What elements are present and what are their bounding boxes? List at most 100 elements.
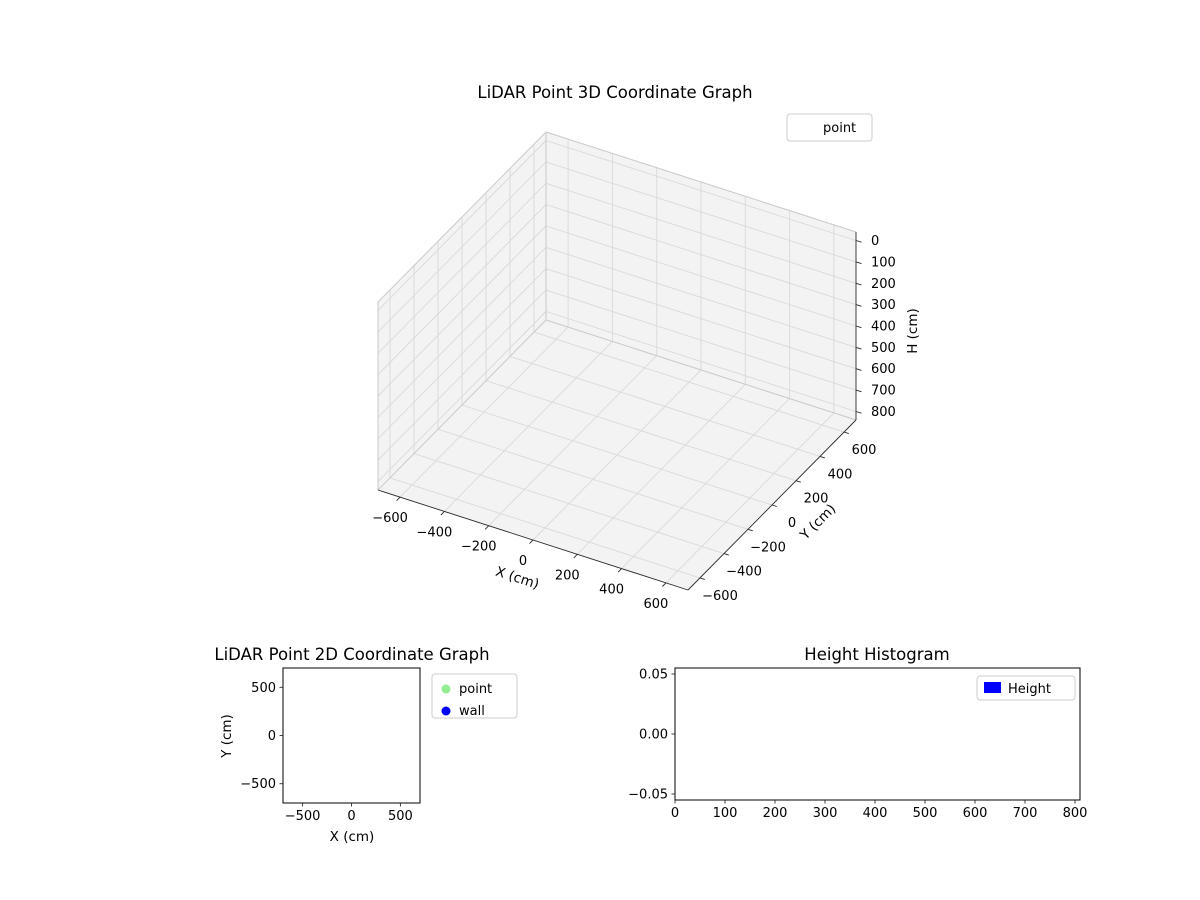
x-tick-mark — [573, 553, 578, 559]
x-tick-label: 500 — [913, 806, 938, 821]
y-tick-label: 0 — [268, 729, 276, 744]
y-tick-label: 400 — [828, 467, 853, 482]
x-tick-label: 600 — [963, 806, 988, 821]
h-grid-line — [377, 311, 547, 482]
h-tick-label: 500 — [871, 341, 896, 356]
h-grid-line — [545, 289, 857, 391]
y-tick-label: 500 — [251, 681, 276, 696]
plot-3d-legend-box — [786, 113, 873, 142]
h-grid-line — [377, 289, 547, 461]
y-tick-mark — [843, 431, 849, 435]
y-grid-line — [533, 331, 845, 433]
y-tick-label: −200 — [750, 540, 786, 555]
h-grid-line — [377, 140, 547, 311]
y-grid-line — [413, 453, 725, 555]
plot-2d-ylabel: Y (cm) — [219, 714, 235, 759]
box-edge — [545, 319, 857, 421]
y-grid-line — [437, 428, 749, 530]
y-tick-label: −400 — [726, 565, 762, 580]
x-tick-label: −200 — [461, 540, 497, 555]
h-tick-label: 600 — [871, 362, 896, 377]
x-tick-label: 0 — [347, 809, 355, 824]
plot-3d-ylabel: Y (cm) — [796, 501, 839, 544]
plot-3d-legend-label-point: point — [823, 121, 856, 136]
plot-2d-legend: point wall — [431, 673, 518, 719]
wall-legend-marker-icon — [441, 706, 451, 716]
x-tick-label: 600 — [643, 597, 668, 612]
box-edge — [377, 131, 547, 303]
x-tick-label: 400 — [863, 806, 888, 821]
h-grid-line — [545, 204, 857, 306]
h-grid-line — [545, 140, 857, 241]
y-tick-label: −500 — [240, 777, 276, 792]
x-tick-label: 200 — [763, 806, 788, 821]
y-tick-label: 0 — [788, 516, 796, 531]
h-grid-line — [377, 182, 547, 354]
plot-2d-xlabel: X (cm) — [330, 829, 375, 845]
x-tick-label: 200 — [555, 568, 580, 583]
h-tick-mark — [855, 240, 862, 243]
x-tick-label: 100 — [713, 806, 738, 821]
x-tick-label: 0 — [519, 554, 527, 569]
h-tick-label: 700 — [871, 384, 896, 399]
plot-2d-legend-box — [431, 673, 518, 719]
x-tick-mark — [396, 496, 401, 502]
h-grid-line — [545, 246, 857, 348]
box-edge — [545, 131, 857, 233]
y-tick-label: 600 — [852, 443, 877, 458]
h-tick-mark — [855, 389, 862, 393]
y-grid-line — [485, 380, 797, 482]
y-grid-line — [389, 477, 701, 579]
plot-hist-title: Height Histogram — [804, 645, 949, 664]
x-tick-label: 0 — [671, 806, 679, 821]
y-tick-mark — [699, 577, 705, 580]
y-tick-label: 200 — [804, 492, 829, 507]
plot-2d-legend-label-point: point — [459, 682, 492, 697]
h-tick-label: 400 — [871, 320, 896, 335]
x-tick-mark — [617, 568, 622, 573]
plot-3d-axes: −600−400−2000200400600−600−400−200020040… — [372, 131, 896, 612]
plot-area — [282, 667, 421, 804]
height-legend-swatch-icon — [984, 682, 1001, 693]
y-grid-line — [461, 404, 773, 506]
h-tick-label: 0 — [871, 234, 879, 249]
h-tick-mark — [855, 346, 862, 350]
y-tick-label: −600 — [702, 589, 738, 604]
h-tick-label: 300 — [871, 298, 896, 313]
plot-3d-legend: point — [786, 113, 873, 142]
h-grid-line — [377, 247, 547, 418]
y-tick-mark — [795, 480, 801, 483]
y-tick-mark — [723, 553, 729, 556]
plot-3d-zlabel: H (cm) — [905, 308, 921, 354]
plot-hist-legend-box — [976, 675, 1076, 701]
x-tick-mark — [662, 582, 667, 587]
h-tick-mark — [855, 325, 862, 329]
h-tick-label: 800 — [871, 405, 896, 420]
y-tick-label: −0.05 — [628, 788, 668, 803]
y-grid-line — [509, 355, 821, 457]
h-tick-label: 100 — [871, 255, 896, 270]
x-tick-label: 400 — [599, 583, 624, 598]
plot-2d-axes: −500 0 500 −500 0 500 — [240, 667, 421, 824]
plot-3d-xlabel: X (cm) — [494, 564, 541, 593]
h-grid-line — [545, 182, 857, 284]
point-legend-marker-icon — [441, 684, 451, 694]
x-tick-label: 700 — [1013, 806, 1038, 821]
x-tick-mark — [440, 511, 445, 516]
x-tick-label: −400 — [417, 525, 453, 540]
h-tick-label: 200 — [871, 277, 896, 292]
plot-3d-title: LiDAR Point 3D Coordinate Graph — [477, 83, 752, 102]
x-tick-label: 800 — [1063, 806, 1088, 821]
y-tick-mark — [771, 504, 777, 507]
plot-hist-legend-label-height: Height — [1008, 682, 1051, 697]
h-tick-mark — [855, 304, 862, 307]
x-tick-mark — [484, 525, 490, 530]
h-tick-mark — [855, 368, 862, 371]
h-grid-line — [545, 161, 857, 263]
y-tick-mark — [819, 455, 825, 459]
x-tick-label: 500 — [388, 809, 413, 824]
plot-2d-legend-label-wall: wall — [459, 704, 485, 719]
x-tick-label: −600 — [372, 511, 408, 526]
